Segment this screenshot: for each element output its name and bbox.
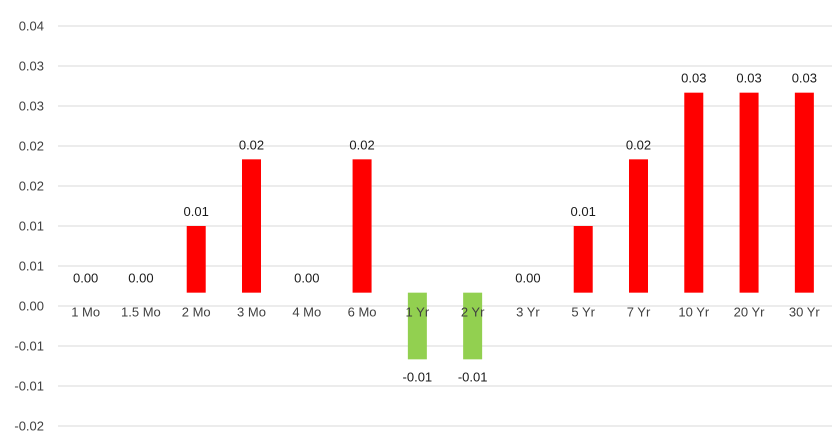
y-tick-label: 0.02 xyxy=(19,179,44,194)
data-label: -0.01 xyxy=(403,369,433,384)
data-label: 0.00 xyxy=(73,271,98,286)
data-label: 0.02 xyxy=(239,137,264,152)
y-tick-label: 0.04 xyxy=(19,19,44,34)
data-label: 0.00 xyxy=(515,271,540,286)
x-tick-label: 2 Yr xyxy=(461,305,485,320)
x-tick-label: 10 Yr xyxy=(678,305,710,320)
data-label: 0.01 xyxy=(184,204,209,219)
x-tick-label: 5 Yr xyxy=(571,305,595,320)
y-tick-label: 0.03 xyxy=(19,99,44,114)
data-label: -0.01 xyxy=(458,369,488,384)
x-tick-label: 7 Yr xyxy=(627,305,651,320)
x-tick-label: 4 Mo xyxy=(292,305,321,320)
y-tick-label: 0.01 xyxy=(19,219,44,234)
data-label: 0.03 xyxy=(792,71,817,86)
x-tick-label: 1 Mo xyxy=(71,305,100,320)
bar xyxy=(739,92,759,293)
x-tick-label: 30 Yr xyxy=(789,305,821,320)
x-tick-label: 3 Yr xyxy=(516,305,540,320)
y-tick-label: 0.02 xyxy=(19,139,44,154)
data-label: 0.00 xyxy=(128,271,153,286)
y-tick-label: -0.02 xyxy=(14,419,44,434)
y-tick-label: 0.03 xyxy=(19,59,44,74)
bar xyxy=(407,292,427,360)
x-tick-label: 3 Mo xyxy=(237,305,266,320)
bar xyxy=(242,159,261,293)
y-tick-label: -0.01 xyxy=(14,339,44,354)
x-tick-label: 2 Mo xyxy=(182,305,211,320)
y-tick-label: 0.00 xyxy=(19,299,44,314)
bar xyxy=(186,226,206,293)
bar xyxy=(463,292,483,360)
data-label: 0.03 xyxy=(736,71,761,86)
x-tick-label: 6 Mo xyxy=(348,305,377,320)
bar xyxy=(573,226,593,293)
bar xyxy=(352,159,372,293)
data-label: 0.02 xyxy=(626,137,651,152)
x-tick-label: 1.5 Mo xyxy=(121,305,161,320)
data-label: 0.01 xyxy=(571,204,596,219)
y-tick-label: 0.01 xyxy=(19,259,44,274)
bar xyxy=(794,92,814,293)
data-label: 0.00 xyxy=(294,271,319,286)
bar xyxy=(684,92,704,293)
bar xyxy=(629,159,648,293)
y-tick-label: -0.01 xyxy=(14,379,44,394)
data-label: 0.03 xyxy=(681,71,706,86)
x-tick-label: 1 Yr xyxy=(406,305,430,320)
x-tick-label: 20 Yr xyxy=(734,305,766,320)
data-label: 0.02 xyxy=(349,137,374,152)
